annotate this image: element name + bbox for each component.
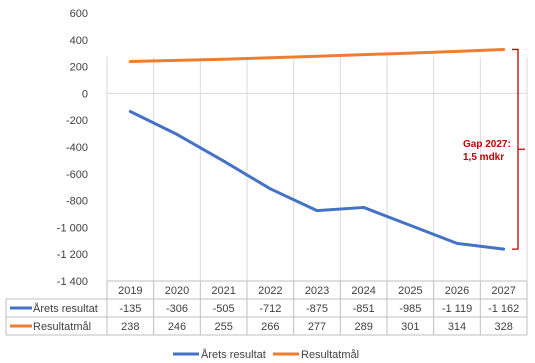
table-cell: -135	[119, 303, 141, 315]
y-tick-label: 200	[70, 62, 88, 74]
table-series-name: Årets resultat	[33, 302, 98, 315]
table-cell: 277	[308, 321, 326, 333]
table-cell: 238	[121, 321, 139, 333]
gap-annotation-line-2: 1,5 mdkr	[463, 152, 504, 163]
gap-bracket	[512, 48, 525, 250]
y-tick-label: -1 400	[57, 276, 88, 288]
gap-annotation: Gap 2027: 1,5 mdkr	[463, 48, 525, 250]
y-tick-label: 600	[70, 8, 88, 20]
y-tick-label: -800	[66, 196, 88, 208]
table-cell: -875	[306, 303, 328, 315]
gap-annotation-line-1: Gap 2027:	[463, 139, 511, 150]
y-tick-label: 400	[70, 35, 88, 47]
table-cell: 314	[448, 321, 466, 333]
x-category-label: 2022	[258, 285, 282, 297]
x-category-label: 2021	[211, 285, 235, 297]
x-category-label: 2024	[351, 285, 375, 297]
y-tick-label: -200	[66, 115, 88, 127]
table-cell: 301	[401, 321, 419, 333]
y-tick-label: -600	[66, 169, 88, 181]
legend-label: Årets resultat	[201, 348, 266, 361]
y-tick-label: -400	[66, 142, 88, 154]
series-line	[128, 109, 506, 251]
series-line	[128, 47, 506, 64]
table-series-name: Resultatmål	[33, 321, 91, 333]
y-tick-label: 0	[82, 88, 88, 100]
table-cell: -306	[166, 303, 188, 315]
x-category-label: 2023	[305, 285, 329, 297]
x-category-label: 2020	[165, 285, 189, 297]
table-cell: -985	[399, 303, 421, 315]
table-cell: -1 162	[488, 303, 519, 315]
data-table: 2019 2020 2021 2022 2023 2024 2025 2026 2027 Året…	[5, 280, 528, 336]
y-tick-label: -1 000	[57, 222, 88, 234]
y-axis-ticks: 600 400 200 0 -200 -400 -600 -800 -1 000 -1 200 -1…	[57, 8, 88, 288]
x-category-label: 2027	[491, 285, 515, 297]
table-cell: 328	[494, 321, 512, 333]
series-lines	[128, 47, 506, 251]
table-cell: 255	[214, 321, 232, 333]
table-cell: -1 119	[442, 303, 472, 315]
legend: Årets resultat Resultatmål	[173, 348, 359, 361]
x-category-label: 2019	[118, 285, 142, 297]
gridlines	[106, 57, 528, 281]
table-cell: -712	[259, 303, 281, 315]
x-category-label: 2026	[445, 285, 469, 297]
y-tick-label: -1 200	[57, 249, 88, 261]
table-cell: -505	[213, 303, 235, 315]
table-cell: 289	[354, 321, 372, 333]
table-cell: 246	[168, 321, 186, 333]
legend-label: Resultatmål	[301, 349, 359, 361]
table-cell: 266	[261, 321, 279, 333]
x-category-label: 2025	[398, 285, 422, 297]
table-cell: -851	[353, 303, 375, 315]
